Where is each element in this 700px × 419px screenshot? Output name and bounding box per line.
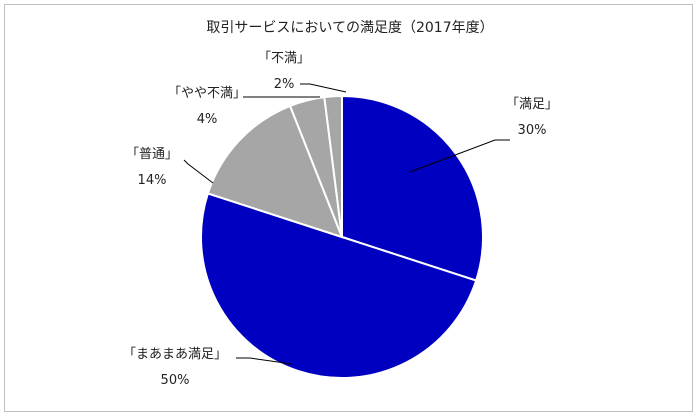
pie-slices — [200, 94, 484, 379]
slice-value-unsatisfied: 2% — [274, 77, 295, 92]
pie-slice-neutral — [206, 104, 344, 239]
slice-label-unsatisfied: 「不満」 — [258, 51, 310, 66]
chart-title: 取引サービスにおいての満足度（2017年度） — [206, 20, 493, 36]
slice-label-somewhat-unsat: 「やや不満」 — [168, 86, 246, 101]
leader-line-mostly-satisfied — [236, 357, 293, 365]
pie-slice-mostly-satisfied — [200, 192, 478, 379]
slice-label-mostly-satisfied: 「まあまあ満足」 — [123, 347, 227, 362]
slice-label-neutral: 「普通」 — [126, 147, 178, 162]
slice-value-somewhat-unsat: 4% — [197, 112, 218, 127]
slice-value-neutral: 14% — [138, 173, 167, 188]
leader-line-satisfied — [409, 139, 510, 173]
slice-value-mostly-satisfied: 50% — [161, 373, 190, 388]
slice-value-satisfied: 30% — [518, 123, 547, 138]
leader-lines — [183, 83, 510, 365]
leader-line-neutral — [183, 159, 214, 184]
pie-slice-unsatisfied — [323, 94, 343, 238]
leader-line-unsatisfied — [300, 83, 347, 93]
slice-label-satisfied: 「満足」 — [506, 97, 558, 112]
slice-labels: 「満足」 30% 「まあまあ満足」 50% 「普通」 14% 「やや不満」 4% 「不満」 2% — [123, 51, 558, 388]
